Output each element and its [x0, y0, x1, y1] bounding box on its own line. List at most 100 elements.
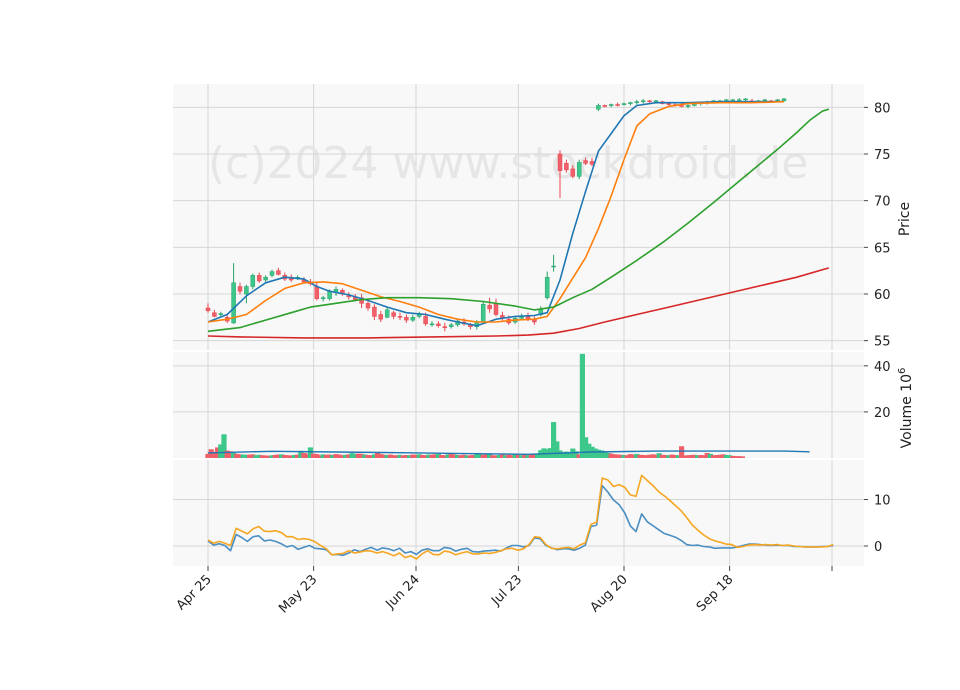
volume-bar-down — [339, 455, 345, 458]
volume-bar-down — [365, 455, 371, 458]
volume-bar-up — [384, 455, 390, 458]
volume-bar-down — [704, 452, 710, 458]
price-axis-title: Price — [897, 202, 913, 236]
volume-bar-up — [455, 455, 461, 458]
volume-bar-up — [320, 454, 326, 458]
volume-bar-up — [371, 454, 377, 458]
volume-bar-down — [451, 454, 457, 458]
watermark-text: (c)2024 www.stockdroid.de — [208, 138, 808, 189]
candle-up — [775, 99, 780, 102]
volume-bar-down — [509, 455, 515, 458]
candle-down — [372, 306, 377, 317]
volume-bar-up — [307, 447, 313, 458]
volume-bar-up — [621, 455, 627, 458]
volume-bar-down — [410, 454, 416, 458]
volume-bar-down — [458, 455, 464, 458]
volume-bar-down — [618, 454, 624, 458]
candle-down — [237, 286, 243, 292]
volume-bar-up — [666, 455, 672, 458]
volume-bar-down — [653, 454, 659, 458]
price-panel: 55 60 65 70 75 80 — [173, 98, 891, 350]
volume-average-line — [207, 450, 810, 455]
candle-up — [263, 276, 268, 281]
volume-bar-down — [701, 455, 707, 458]
volume-bar-down — [288, 455, 294, 458]
volume-bar-down — [522, 454, 528, 458]
candle-down — [442, 326, 448, 328]
price-tick-label: 80 — [874, 101, 891, 116]
volume-axis-exponent: 6 — [897, 368, 908, 374]
candle-down — [378, 314, 384, 320]
volume-bar-down — [483, 454, 489, 458]
candle-down — [212, 312, 217, 317]
volume-bar-up — [554, 441, 560, 458]
volume-bar-down — [480, 455, 486, 458]
volume-bar-down — [272, 455, 278, 458]
volume-bar-up — [707, 453, 713, 458]
candle-down — [397, 316, 403, 318]
volume-bar-up — [602, 451, 608, 458]
volume-bar-down — [333, 454, 339, 458]
volume-bar-down — [346, 454, 352, 458]
volume-bar-down — [429, 454, 435, 458]
volume-bar-down — [631, 454, 637, 458]
candle-up — [231, 282, 236, 324]
candle-down — [589, 161, 595, 165]
volume-bar-up — [586, 443, 592, 458]
volume-bar-up — [563, 451, 569, 458]
volume-bar-down — [327, 454, 333, 458]
volume-bar-up — [349, 453, 355, 458]
volume-bar-down — [285, 455, 291, 458]
candle-down — [436, 323, 441, 326]
candle-up — [653, 100, 659, 103]
volume-bar-up — [567, 452, 573, 458]
volume-axis-title: Volume 106 — [897, 368, 915, 449]
osc_b-line — [207, 474, 834, 560]
volume-bar-down — [442, 455, 448, 458]
price-tick-label: 75 — [874, 148, 891, 163]
volume-bar-up — [634, 453, 640, 458]
volume-bar-down — [304, 453, 310, 458]
volume-bar-down — [359, 453, 365, 458]
volume-bar-up — [218, 444, 224, 458]
candle-up — [762, 99, 768, 102]
candle-down — [487, 304, 492, 310]
volume-bar-up — [474, 452, 480, 458]
volume-tick-label: 20 — [874, 406, 891, 421]
volume-bar-down — [531, 454, 537, 458]
volume-bar-up — [464, 455, 470, 458]
volume-bar-down — [282, 455, 288, 458]
volume-bar-down — [208, 449, 214, 458]
candle-up — [384, 309, 390, 318]
volume-bar-down — [227, 451, 233, 458]
x-tick-label: Sep 18 — [694, 572, 737, 615]
candle-up — [576, 162, 582, 177]
candle-up — [544, 276, 550, 298]
volume-bar-up — [445, 454, 451, 458]
candle-up — [551, 265, 556, 268]
volume-bar-down — [448, 454, 454, 458]
price-tick-label: 65 — [874, 241, 891, 256]
volume-bar-up — [362, 454, 368, 458]
candle-down — [679, 105, 684, 107]
volume-bar-down — [528, 454, 534, 458]
candle-up — [429, 323, 435, 326]
volume-bar-down — [205, 453, 211, 458]
volume-bar-up — [605, 452, 611, 458]
candle-up — [736, 99, 742, 102]
volume-bar-down — [381, 454, 387, 458]
volume-bar-down — [691, 454, 697, 458]
volume-bar-down — [739, 456, 745, 458]
volume-bar-down — [650, 454, 656, 458]
volume-bar-up — [675, 455, 681, 458]
volume-bar-up — [496, 455, 502, 458]
candle-up — [250, 275, 256, 287]
volume-bar-up — [503, 455, 509, 458]
volume-bar-down — [368, 455, 374, 458]
volume-bar-down — [247, 454, 253, 458]
volume-bar-down — [263, 455, 269, 458]
volume-bar-down — [314, 454, 320, 458]
volume-bar-up — [583, 437, 589, 458]
volume-bar-up — [426, 454, 432, 458]
oscillator-panel: 0 10 — [173, 474, 891, 560]
